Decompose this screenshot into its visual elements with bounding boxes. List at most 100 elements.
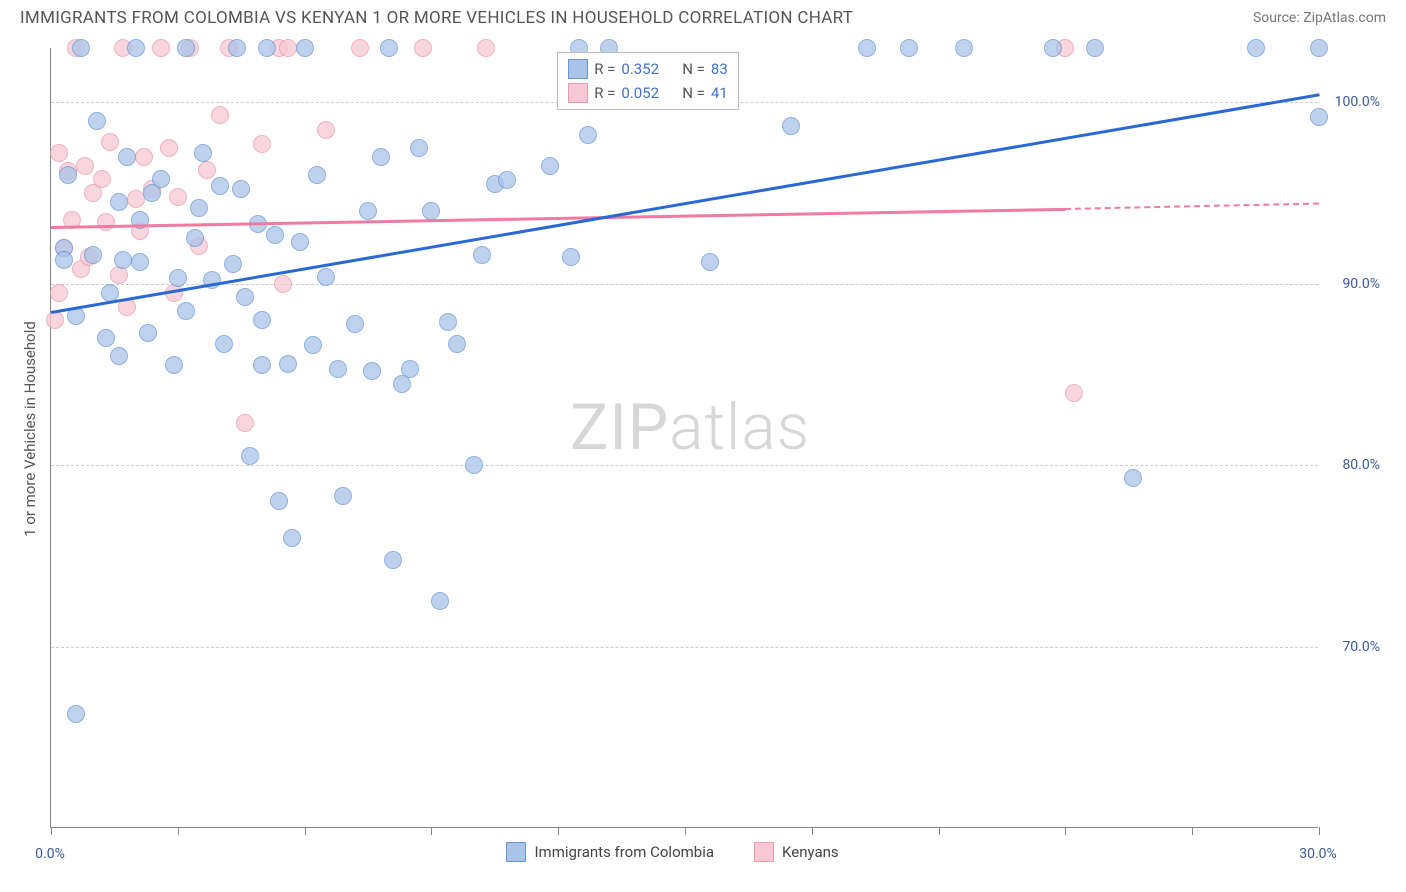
data-point-pink [279,39,297,57]
data-point-blue [139,324,157,342]
x-tick [51,827,52,835]
data-point-blue [215,335,233,353]
data-point-blue [401,360,419,378]
data-point-pink [274,275,292,293]
data-point-blue [241,447,259,465]
data-point-blue [431,592,449,610]
data-point-blue [579,126,597,144]
data-point-blue [858,39,876,57]
data-point-blue [169,269,187,287]
gridline [51,465,1318,466]
data-point-blue [270,492,288,510]
x-tick [558,827,559,835]
data-point-blue [955,39,973,57]
data-point-blue [296,39,314,57]
data-point-pink [317,121,335,139]
data-point-blue [1310,39,1328,57]
legend-swatch [568,83,588,103]
data-point-blue [228,39,246,57]
gridline [51,284,1318,285]
data-point-blue [304,336,322,354]
data-point-blue [363,362,381,380]
data-point-pink [236,414,254,432]
data-point-blue [118,148,136,166]
data-point-blue [266,226,284,244]
y-tick-label: 80.0% [1342,457,1380,473]
data-point-pink [253,135,271,153]
data-point-pink [477,39,495,57]
data-point-blue [253,311,271,329]
data-point-pink [50,284,68,302]
data-point-blue [186,229,204,247]
data-point-blue [782,117,800,135]
data-point-blue [329,360,347,378]
chart-title: IMMIGRANTS FROM COLOMBIA VS KENYAN 1 OR … [20,8,853,28]
data-point-blue [384,551,402,569]
data-point-blue [541,157,559,175]
trendline-blue [51,93,1319,313]
data-point-blue [562,248,580,266]
data-point-blue [211,177,229,195]
data-point-blue [59,166,77,184]
x-tick [1065,827,1066,835]
data-point-blue [152,170,170,188]
data-point-blue [114,251,132,269]
data-point-pink [50,144,68,162]
legend-row: R = 0.352 N = 83 [568,57,728,81]
data-point-blue [334,487,352,505]
series-legend: Immigrants from Colombia Kenyans [506,842,838,862]
data-point-blue [1124,469,1142,487]
data-point-blue [88,112,106,130]
data-point-blue [283,529,301,547]
data-point-pink [76,157,94,175]
data-point-blue [224,255,242,273]
data-point-pink [169,188,187,206]
data-point-pink [93,170,111,188]
data-point-blue [473,246,491,264]
x-tick-label: 0.0% [35,846,65,862]
plot-area: 70.0%80.0%90.0%100.0% [50,48,1318,828]
data-point-blue [900,39,918,57]
x-tick-label: 30.0% [1299,846,1337,862]
x-tick [305,827,306,835]
x-tick [1319,827,1320,835]
legend-row: R = 0.052 N = 41 [568,81,728,105]
data-point-blue [1086,39,1104,57]
data-point-pink [1065,384,1083,402]
data-point-blue [127,39,145,57]
data-point-blue [72,39,90,57]
x-tick [431,827,432,835]
data-point-blue [317,268,335,286]
data-point-blue [177,39,195,57]
x-tick [939,827,940,835]
x-tick [178,827,179,835]
data-point-pink [127,190,145,208]
data-point-blue [55,251,73,269]
data-point-pink [211,106,229,124]
legend-swatch [754,842,774,862]
data-point-blue [701,253,719,271]
data-point-blue [110,193,128,211]
data-point-blue [236,288,254,306]
data-point-blue [448,335,466,353]
data-point-blue [194,144,212,162]
data-point-blue [110,347,128,365]
y-tick-label: 100.0% [1335,94,1380,110]
data-point-blue [359,202,377,220]
data-point-blue [291,233,309,251]
legend-item: Kenyans [754,842,839,862]
data-point-blue [346,315,364,333]
y-axis-label: 1 or more Vehicles in Household [21,299,39,559]
data-point-pink [101,133,119,151]
data-point-blue [279,355,297,373]
data-point-pink [414,39,432,57]
legend-item: Immigrants from Colombia [506,842,714,862]
data-point-blue [439,313,457,331]
data-point-blue [190,199,208,217]
data-point-blue [380,39,398,57]
data-point-pink [351,39,369,57]
data-point-blue [253,356,271,374]
legend-swatch [568,59,588,79]
data-point-blue [165,356,183,374]
trendline-pink-extrapolated [1065,202,1319,209]
